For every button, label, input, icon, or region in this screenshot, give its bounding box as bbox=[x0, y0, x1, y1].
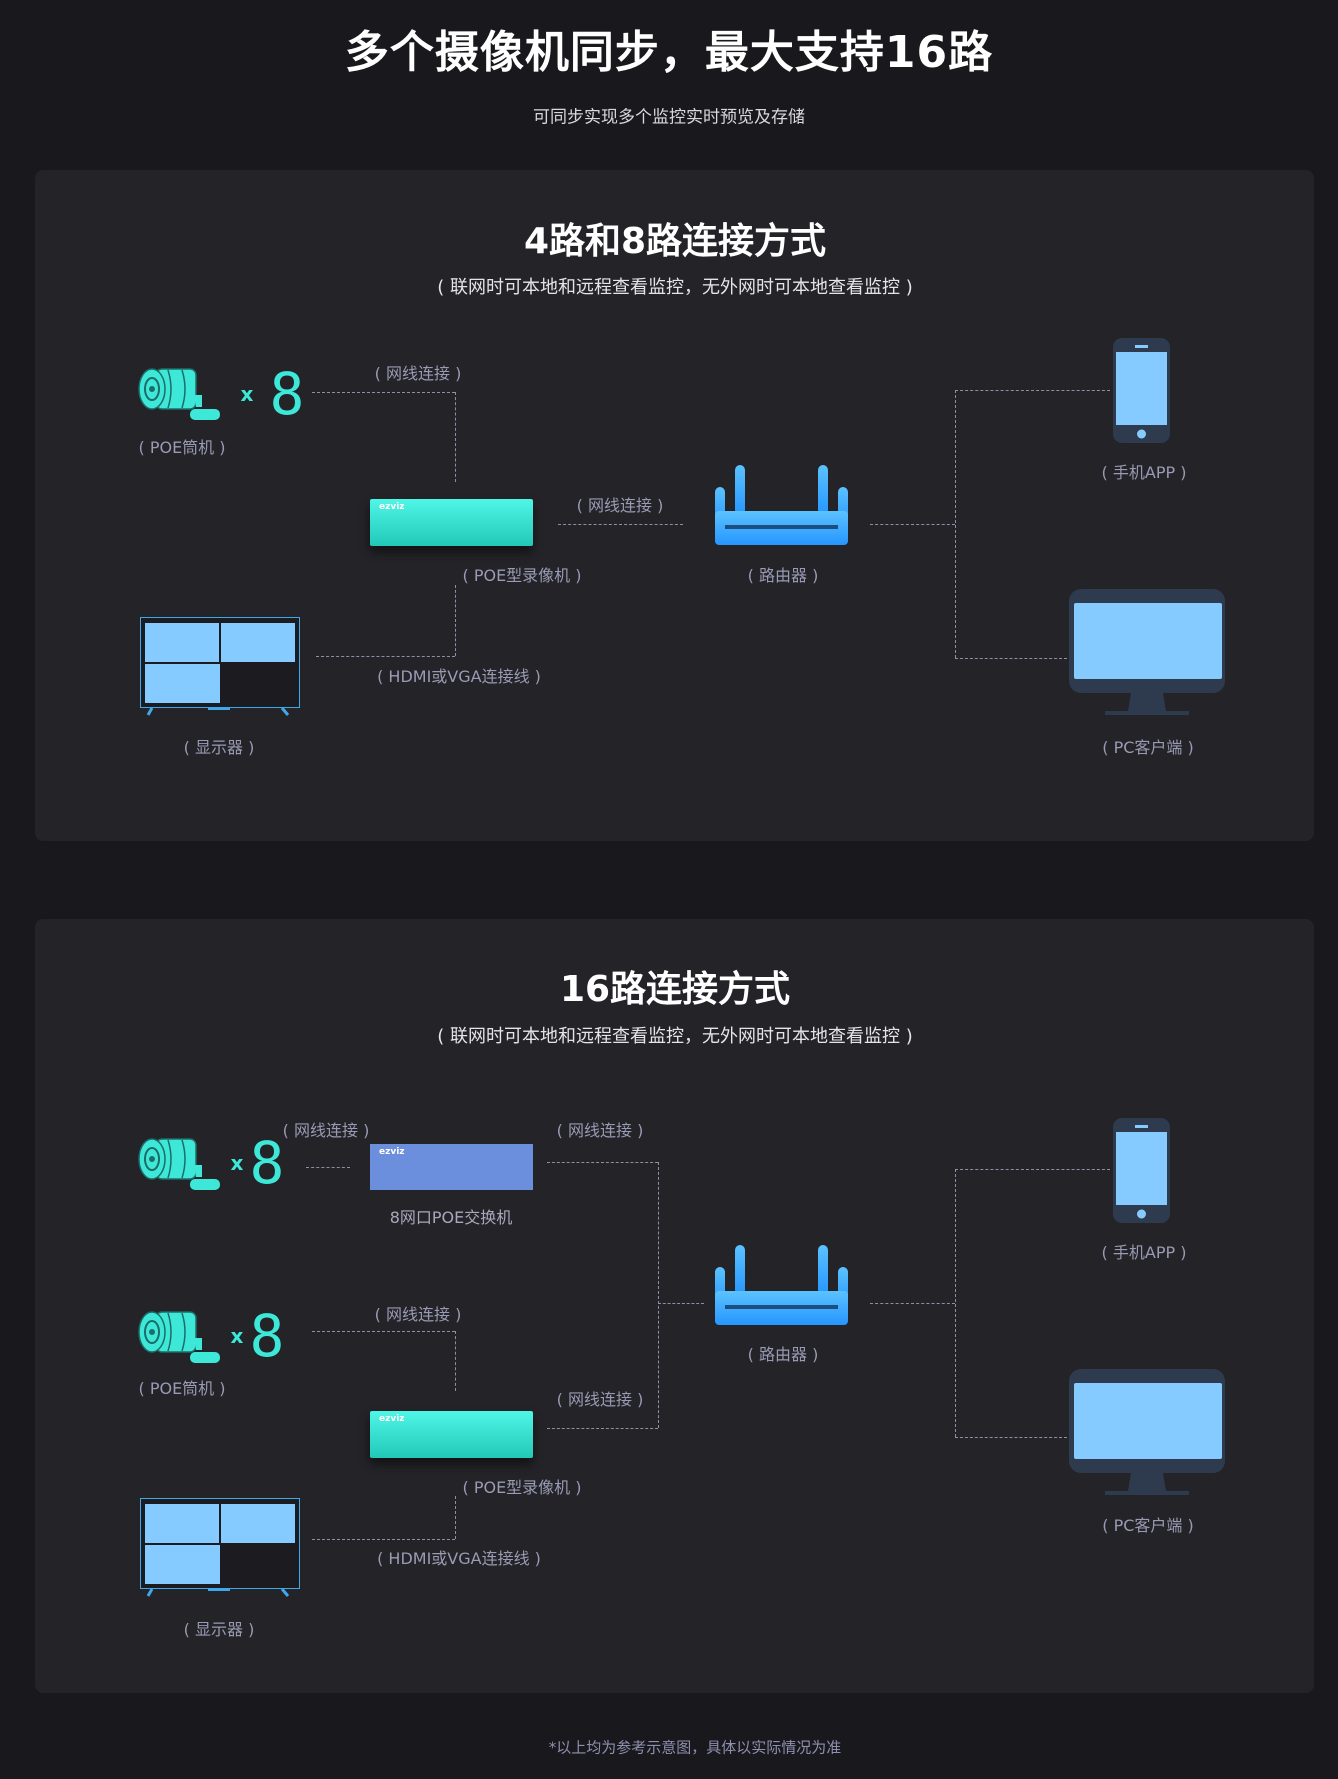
phone-label: ( 手机APP ) bbox=[1101, 1243, 1187, 1262]
connector-line bbox=[455, 585, 456, 656]
camera-icon bbox=[138, 1135, 221, 1192]
monitor-label: ( 显示器 ) bbox=[183, 1620, 255, 1639]
camera-label: ( POE筒机 ) bbox=[138, 438, 226, 457]
cable-label: ( 网线连接 ) bbox=[374, 364, 462, 383]
connector-line bbox=[955, 390, 956, 658]
connector-line bbox=[547, 1162, 658, 1163]
cable-label: ( 网线连接 ) bbox=[282, 1121, 370, 1140]
phone-icon bbox=[1113, 338, 1170, 443]
connector-line bbox=[658, 1303, 704, 1304]
brand-logo: ezviz bbox=[379, 502, 405, 512]
connector-line bbox=[306, 1167, 350, 1168]
pc-label: ( PC客户端 ) bbox=[1102, 1516, 1194, 1535]
cable-label: ( 网线连接 ) bbox=[556, 1390, 644, 1409]
connector-line bbox=[312, 1539, 455, 1540]
camera-icon bbox=[138, 365, 221, 422]
camera-count: 8 bbox=[269, 360, 305, 428]
hdmi-label: ( HDMI或VGA连接线 ) bbox=[377, 1549, 541, 1568]
connector-line bbox=[955, 1169, 1110, 1170]
cable-label: ( 网线连接 ) bbox=[576, 496, 664, 515]
switch-label: 8网口POE交换机 bbox=[389, 1208, 513, 1227]
connector-line bbox=[316, 656, 455, 657]
connector-line bbox=[455, 392, 456, 482]
multiplier: x bbox=[230, 1324, 244, 1348]
poe-switch-icon: ezviz bbox=[370, 1144, 533, 1190]
cable-label: ( 网线连接 ) bbox=[556, 1121, 644, 1140]
monitor-icon bbox=[140, 617, 300, 717]
router-icon bbox=[715, 1245, 848, 1325]
monitor-label: ( 显示器 ) bbox=[183, 738, 255, 757]
nvr-device-icon: ezviz bbox=[370, 1411, 533, 1458]
phone-label: ( 手机APP ) bbox=[1101, 463, 1187, 482]
panel1-heading: 4路和8路连接方式 bbox=[523, 221, 827, 262]
nvr-label: ( POE型录像机 ) bbox=[462, 566, 582, 585]
panel1-subheading: ( 联网时可本地和远程查看监控，无外网时可本地查看监控 ) bbox=[437, 277, 913, 298]
connector-line bbox=[558, 524, 683, 525]
nvr-device-icon: ezviz bbox=[370, 499, 533, 546]
connector-line bbox=[312, 1331, 455, 1332]
connector-line bbox=[955, 1437, 1067, 1438]
phone-icon bbox=[1113, 1118, 1170, 1223]
camera-icon bbox=[138, 1308, 221, 1365]
connector-line bbox=[455, 1496, 456, 1539]
camera-count: 8 bbox=[249, 1302, 285, 1370]
connector-line bbox=[547, 1428, 658, 1429]
pc-icon bbox=[1069, 589, 1225, 716]
brand-logo: ezviz bbox=[379, 1414, 405, 1424]
router-icon bbox=[715, 465, 848, 545]
router-label: ( 路由器 ) bbox=[747, 1345, 819, 1364]
panel2-heading: 16路连接方式 bbox=[559, 969, 791, 1010]
panel2-subheading: ( 联网时可本地和远程查看监控，无外网时可本地查看监控 ) bbox=[437, 1026, 913, 1047]
hdmi-label: ( HDMI或VGA连接线 ) bbox=[377, 667, 541, 686]
connector-line bbox=[455, 1331, 456, 1391]
connector-line bbox=[955, 390, 1110, 391]
panel-4-8-channel bbox=[35, 170, 1314, 841]
page-title: 多个摄像机同步，最大支持16路 bbox=[344, 27, 994, 78]
connector-line bbox=[955, 658, 1067, 659]
pc-label: ( PC客户端 ) bbox=[1102, 738, 1194, 757]
connector-line bbox=[870, 1303, 955, 1304]
monitor-icon bbox=[140, 1498, 300, 1598]
connector-line bbox=[955, 1169, 956, 1437]
router-label: ( 路由器 ) bbox=[747, 566, 819, 585]
connector-line bbox=[312, 392, 455, 393]
connector-line bbox=[658, 1162, 659, 1428]
nvr-label: ( POE型录像机 ) bbox=[462, 1478, 582, 1497]
camera-count: 8 bbox=[249, 1129, 285, 1197]
footer-note: *以上均为参考示意图，具体以实际情况为准 bbox=[548, 1738, 842, 1757]
pc-icon bbox=[1069, 1369, 1225, 1496]
page-subtitle: 可同步实现多个监控实时预览及存储 bbox=[533, 107, 805, 128]
brand-logo: ezviz bbox=[379, 1147, 405, 1157]
multiplier: x bbox=[240, 382, 254, 406]
cable-label: ( 网线连接 ) bbox=[374, 1305, 462, 1324]
multiplier: x bbox=[230, 1151, 244, 1175]
connector-line bbox=[870, 524, 955, 525]
camera-label: ( POE筒机 ) bbox=[138, 1379, 226, 1398]
